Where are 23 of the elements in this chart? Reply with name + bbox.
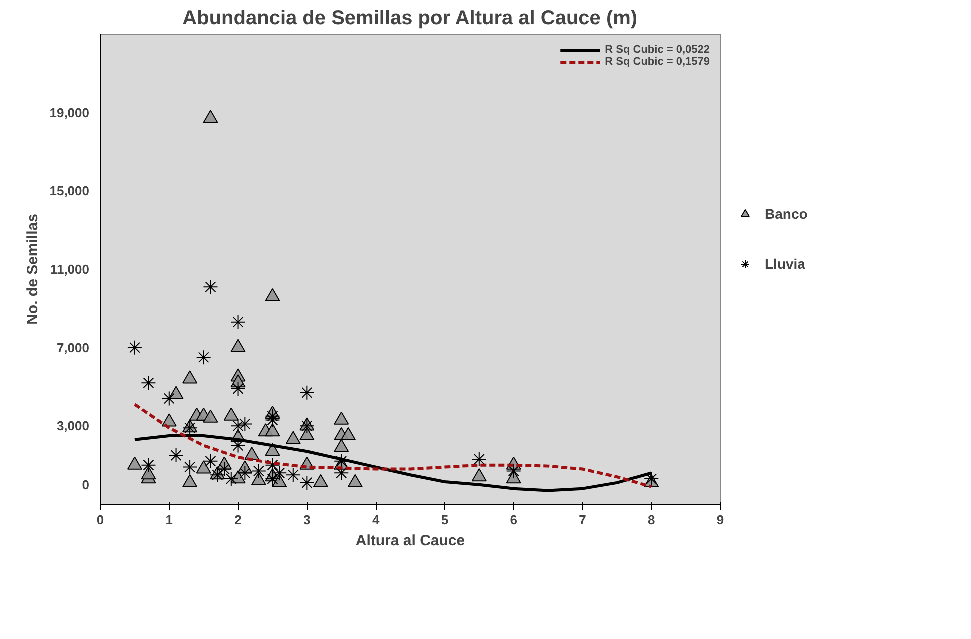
y-tick-label: 11,000 [50,262,90,277]
y-tick-label: 15,000 [50,184,90,199]
y-tick-label: 19,000 [50,105,90,120]
y-axis-title: No. de Semillas [24,214,42,325]
x-tick-label: 9 [716,512,724,528]
legend-label: R Sq Cubic = 0,0522 [605,44,710,56]
chart-title: Abundancia de Semillas por Altura al Cauce (m) [182,8,638,30]
y-tick-label: 7,000 [56,340,90,356]
x-axis-title: Altura al Cauce [356,532,466,550]
x-tick-label: 7 [579,512,586,528]
legend-label: Lluvia [765,256,806,272]
x-tick-label: 4 [372,512,380,528]
x-tick-label: 0 [96,512,104,528]
x-tick-label: 6 [510,512,518,528]
x-tick-label: 8 [648,512,656,528]
y-tick-label: 3,000 [56,418,90,434]
x-tick-label: 3 [304,512,311,528]
y-tick-label: 0 [82,477,90,492]
legend-label: Banco [765,206,808,222]
x-tick-label: 2 [234,512,242,528]
legend-label: R Sq Cubic = 0,1579 [605,56,710,68]
x-tick-label: 1 [166,512,174,528]
x-tick-label: 5 [441,512,449,528]
